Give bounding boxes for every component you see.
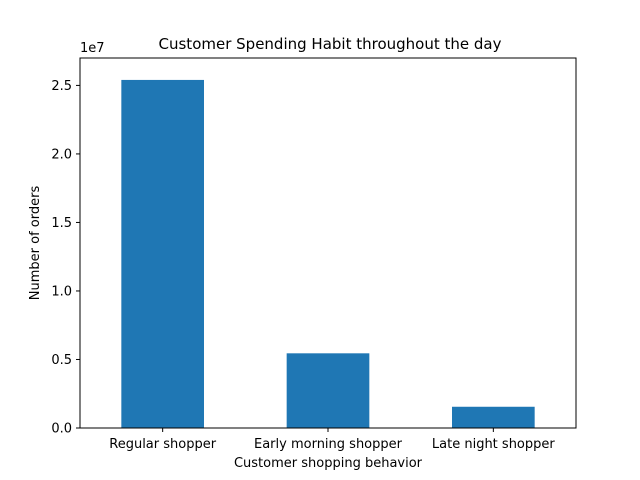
y-tick-label-2: 1.0	[51, 284, 72, 299]
x-axis-label: Customer shopping behavior	[234, 456, 423, 471]
x-axis-ticks: Regular shopper Early morning shopper Late…	[109, 428, 555, 452]
chart-title: Customer Spending Habit throughout the d…	[159, 35, 502, 53]
x-tick-label-2: Late night shopper	[432, 437, 555, 452]
y-axis-multiplier: 1e7	[80, 41, 105, 56]
x-tick-label-1: Early morning shopper	[254, 437, 403, 452]
y-tick-label-3: 1.5	[51, 216, 72, 231]
bar-2	[452, 406, 535, 428]
y-axis-ticks: 0.0 0.5 1.0 1.5 2.0 2.5	[51, 79, 80, 437]
bars-group	[121, 79, 535, 428]
bar-0	[121, 79, 204, 428]
plot-frame	[79, 57, 577, 429]
x-tick-label-0: Regular shopper	[109, 437, 216, 452]
y-tick-label-1: 0.5	[51, 353, 72, 368]
y-tick-label-5: 2.5	[51, 79, 72, 94]
y-axis-label: Number of orders	[28, 186, 43, 301]
bar-1	[286, 353, 370, 428]
y-tick-label-0: 0.0	[51, 422, 72, 437]
y-tick-label-4: 2.0	[51, 147, 72, 162]
